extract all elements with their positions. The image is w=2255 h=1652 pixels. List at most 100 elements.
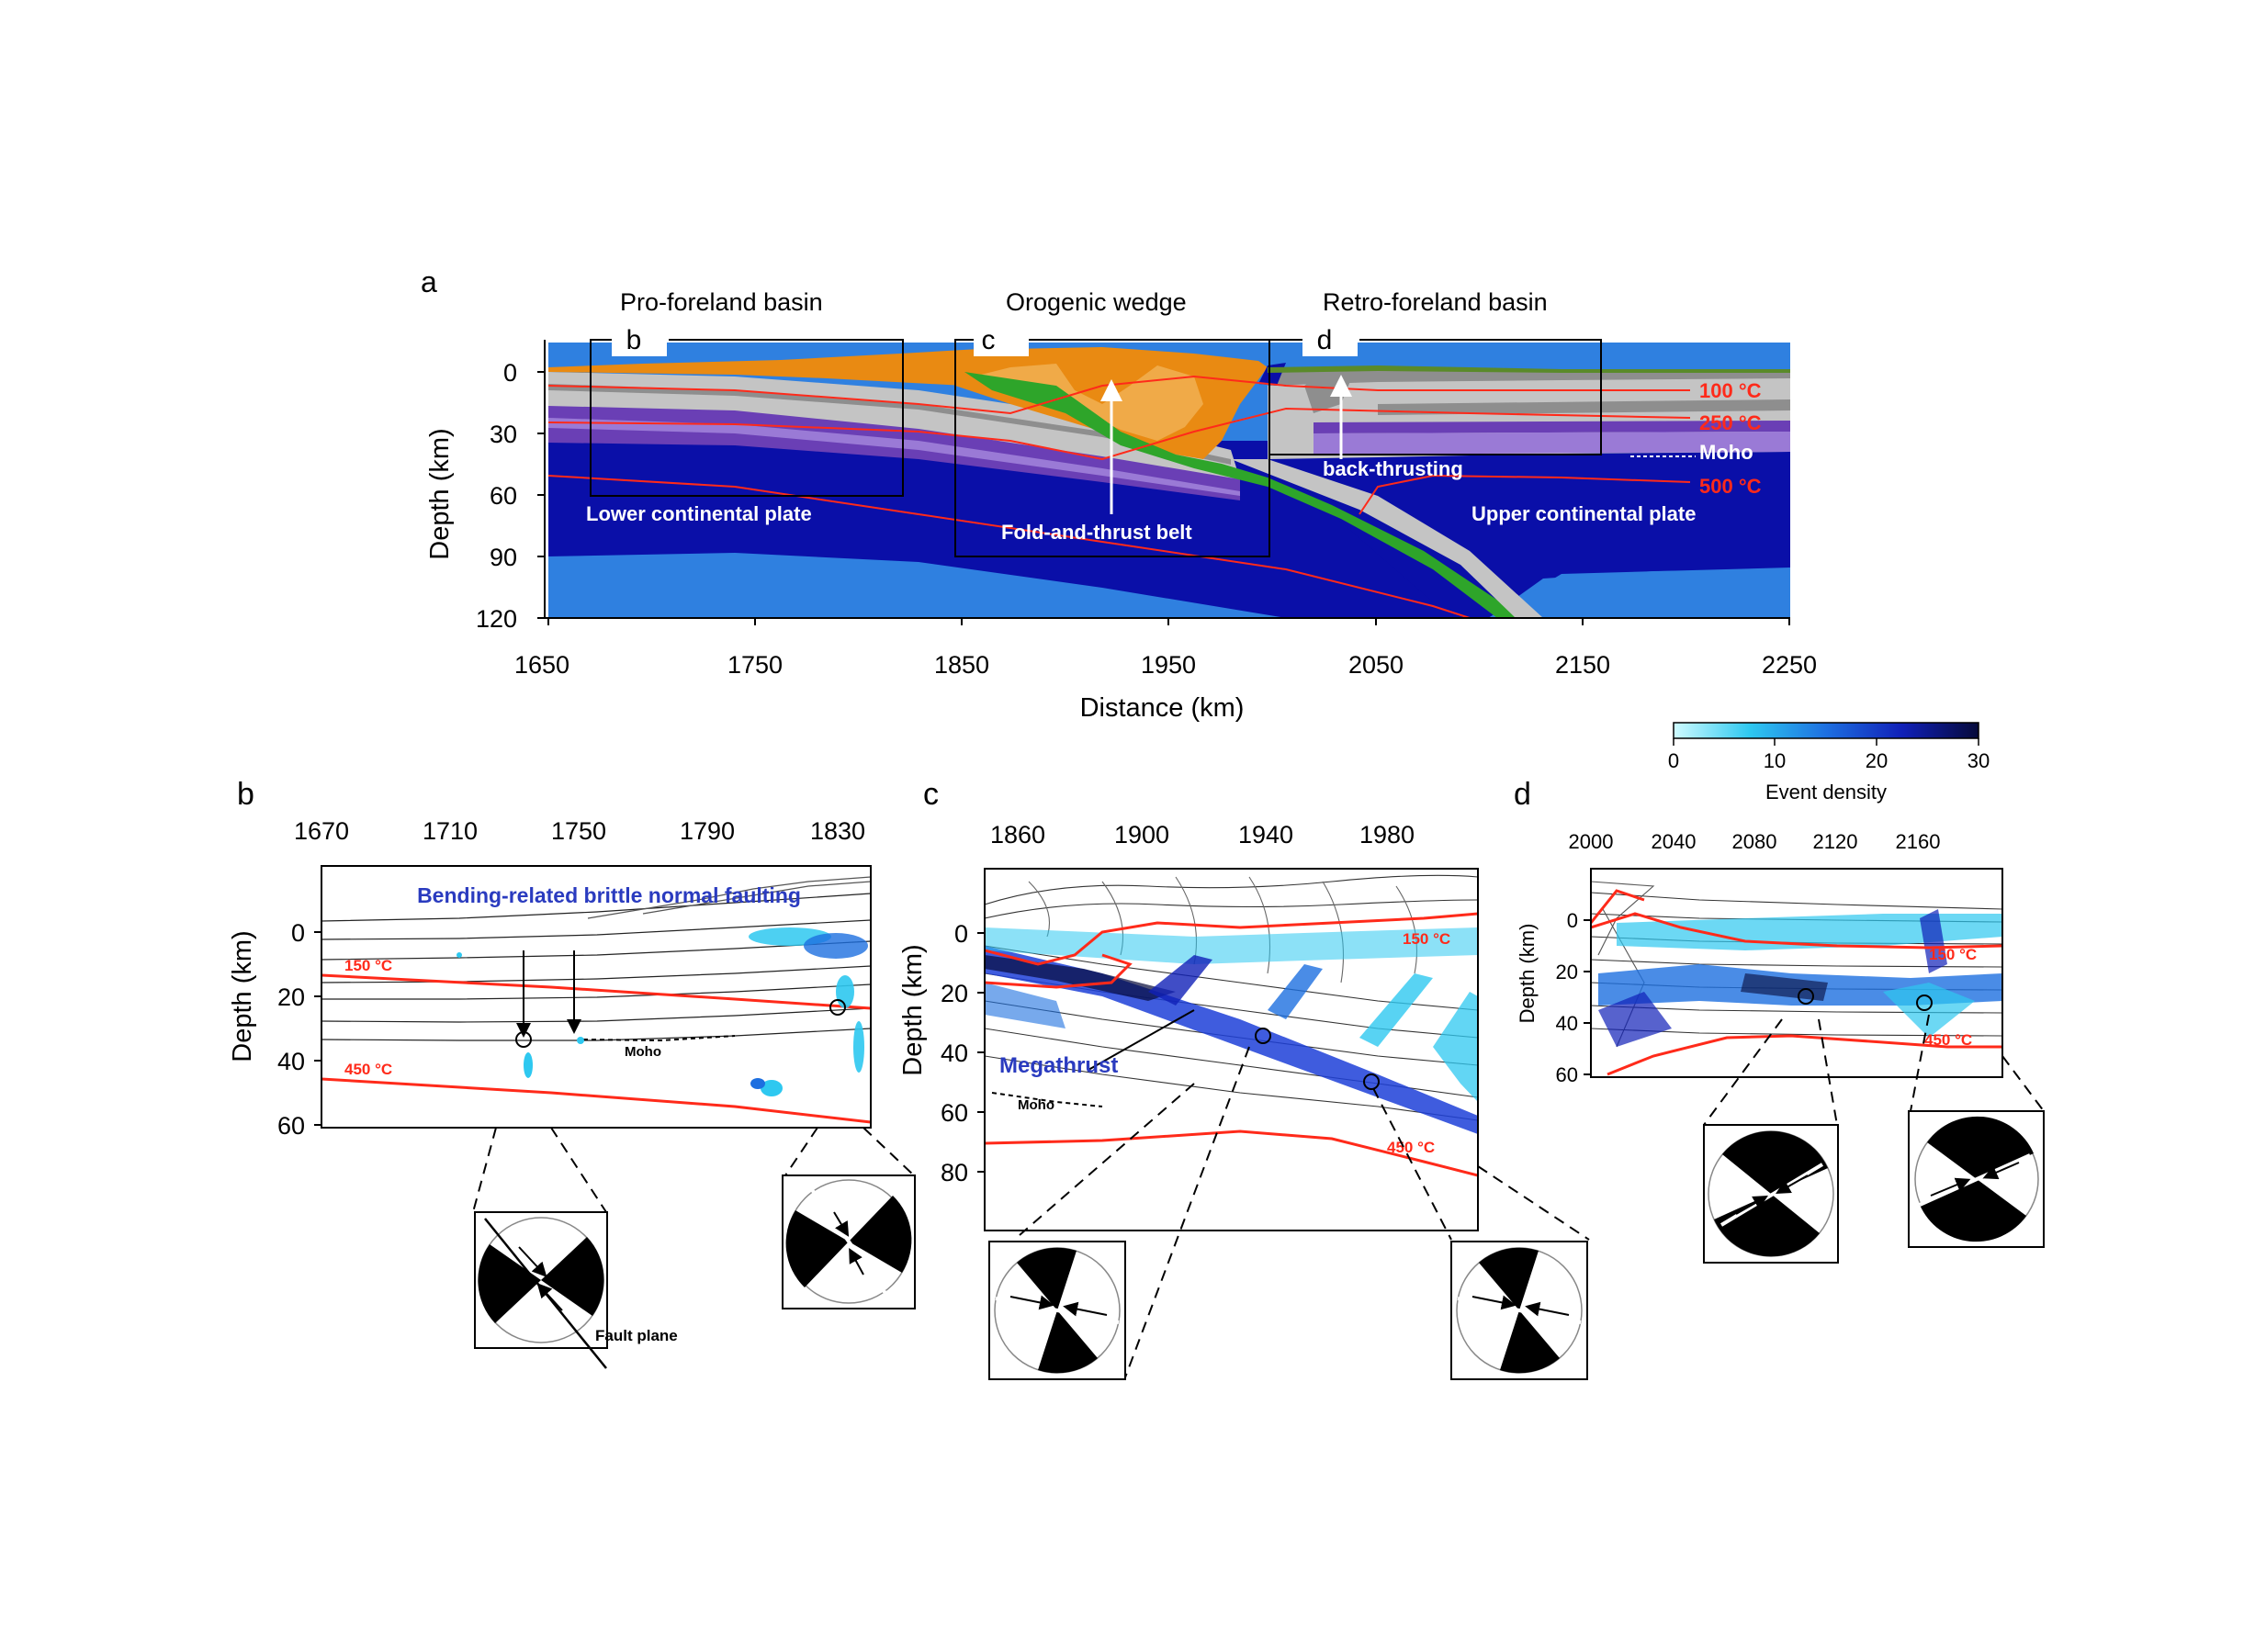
box-d-letter: d — [1317, 325, 1333, 355]
c-y-label: Depth (km) — [898, 944, 928, 1075]
c-y-tick: 80 — [941, 1159, 968, 1186]
a-x-tick: 1950 — [1141, 651, 1196, 679]
isotherm-500: 500 °C — [1699, 475, 1762, 498]
c-x-tick: 1940 — [1238, 821, 1293, 848]
back-thrust-label: back-thrusting — [1323, 457, 1463, 480]
c-x-tick: 1900 — [1114, 821, 1169, 848]
a-y-label: Depth (km) — [425, 428, 455, 559]
panel-b-letter: b — [237, 777, 254, 812]
panel-c: c 1860 1900 1940 1980 — [898, 777, 1590, 1380]
colorbar-tick: 0 — [1668, 749, 1679, 772]
d-y-label: Depth (km) — [1516, 924, 1539, 1024]
c-y-tick: 0 — [954, 920, 968, 948]
a-y-tick: 60 — [490, 482, 517, 510]
d-x-tick: 2080 — [1732, 830, 1777, 853]
d-x-tick: 2040 — [1652, 830, 1697, 853]
c-y-tick: 60 — [941, 1099, 968, 1127]
b-isotherm-450: 450 °C — [344, 1061, 392, 1078]
a-y-tick: 0 — [503, 359, 517, 387]
colorbar: 0 10 20 30 Event density — [1668, 722, 1990, 804]
d-isotherm-450: 450 °C — [1924, 1031, 1972, 1049]
a-y-tick: 90 — [490, 544, 517, 571]
box-d — [1268, 339, 1602, 455]
a-x-tick: 1650 — [514, 651, 569, 679]
b-x-tick: 1790 — [680, 817, 735, 845]
c-y-tick: 20 — [941, 980, 968, 1007]
c-frame — [984, 868, 1479, 1231]
region-orogenic-wedge: Orogenic wedge — [1006, 288, 1187, 316]
lower-plate-label: Lower continental plate — [586, 502, 812, 525]
d-model-lines — [1591, 881, 2002, 1076]
panel-b: b 1670 1710 1750 1790 1830 — [228, 777, 916, 1369]
d-mechanism-right — [1908, 1014, 2045, 1248]
d-x-tick: 2000 — [1569, 830, 1614, 853]
b-x-tick: 1830 — [810, 817, 865, 845]
panel-a-letter: a — [421, 265, 437, 298]
b-moho-label: Moho — [625, 1044, 661, 1060]
moho-label: Moho — [1699, 441, 1753, 464]
c-x-tick: 1980 — [1359, 821, 1415, 848]
a-x-tick: 2150 — [1555, 651, 1610, 679]
b-model-lines — [321, 876, 871, 1124]
model-cross-section — [548, 343, 1790, 618]
d-isotherm-150: 150 °C — [1929, 946, 1977, 963]
a-y-tick: 120 — [476, 605, 517, 633]
d-x-tick: 2160 — [1896, 830, 1941, 853]
b-title: Bending-related brittle normal faulting — [417, 883, 801, 907]
panel-d-letter: d — [1514, 777, 1531, 812]
d-y-tick: 0 — [1567, 909, 1578, 932]
colorbar-tick: 30 — [1967, 749, 1990, 772]
box-c — [954, 339, 1270, 557]
b-y-tick: 60 — [277, 1112, 305, 1140]
d-mechanism-left — [1703, 1018, 1839, 1264]
isotherm-100: 100 °C — [1699, 379, 1762, 402]
c-megathrust-label: Megathrust — [999, 1053, 1118, 1078]
fault-plane-label: Fault plane — [595, 1327, 678, 1344]
b-mechanism-right — [782, 1127, 916, 1309]
panel-d: d 2000 2040 2080 2120 2160 — [1514, 777, 2045, 1264]
a-x-tick: 2050 — [1348, 651, 1404, 679]
box-b — [590, 339, 904, 497]
c-y-tick: 40 — [941, 1040, 968, 1067]
b-x-tick: 1670 — [294, 817, 349, 845]
c-isotherm-150: 150 °C — [1403, 930, 1450, 948]
b-isotherm-150: 150 °C — [344, 957, 392, 974]
d-y-tick: 40 — [1556, 1012, 1578, 1035]
panel-c-letter: c — [923, 777, 939, 812]
d-y-tick: 60 — [1556, 1063, 1578, 1086]
region-pro-foreland: Pro-foreland basin — [620, 288, 823, 316]
box-b-letter: b — [626, 325, 642, 355]
a-x-tick: 1850 — [934, 651, 989, 679]
isotherm-250: 250 °C — [1699, 411, 1762, 434]
c-moho-label: Moho — [1018, 1097, 1054, 1113]
b-mechanism-left: Fault plane — [472, 1127, 678, 1369]
d-y-tick: 20 — [1556, 961, 1578, 983]
fold-thrust-label: Fold-and-thrust belt — [1001, 521, 1192, 544]
c-x-tick: 1860 — [990, 821, 1045, 848]
c-event-clusters — [985, 927, 1478, 1134]
d-frame — [1590, 868, 2003, 1078]
b-y-label: Depth (km) — [228, 930, 257, 1062]
c-model-lines — [985, 874, 1478, 1177]
b-y-tick: 40 — [277, 1048, 305, 1075]
b-y-tick: 20 — [277, 983, 305, 1011]
c-isotherm-450: 450 °C — [1387, 1139, 1435, 1156]
b-x-tick: 1710 — [423, 817, 478, 845]
c-mechanism-left — [988, 1046, 1250, 1380]
d-x-tick: 2120 — [1813, 830, 1858, 853]
a-y-tick: 30 — [490, 421, 517, 448]
colorbar-tick: 10 — [1764, 749, 1786, 772]
colorbar-tick: 20 — [1866, 749, 1888, 772]
upper-plate-label: Upper continental plate — [1471, 502, 1696, 525]
a-x-tick: 2250 — [1762, 651, 1817, 679]
d-event-clusters — [1598, 909, 2002, 1047]
a-x-label: Distance (km) — [1080, 693, 1245, 723]
colorbar-gradient — [1673, 722, 1979, 739]
b-event-clusters — [457, 927, 868, 1096]
box-c-letter: c — [982, 325, 996, 355]
c-mechanism-right — [1372, 1087, 1590, 1380]
b-y-tick: 0 — [291, 919, 305, 947]
a-x-tick: 1750 — [727, 651, 783, 679]
panel-a: a Pro-foreland basin Orogenic wedge Retr… — [421, 265, 1817, 723]
